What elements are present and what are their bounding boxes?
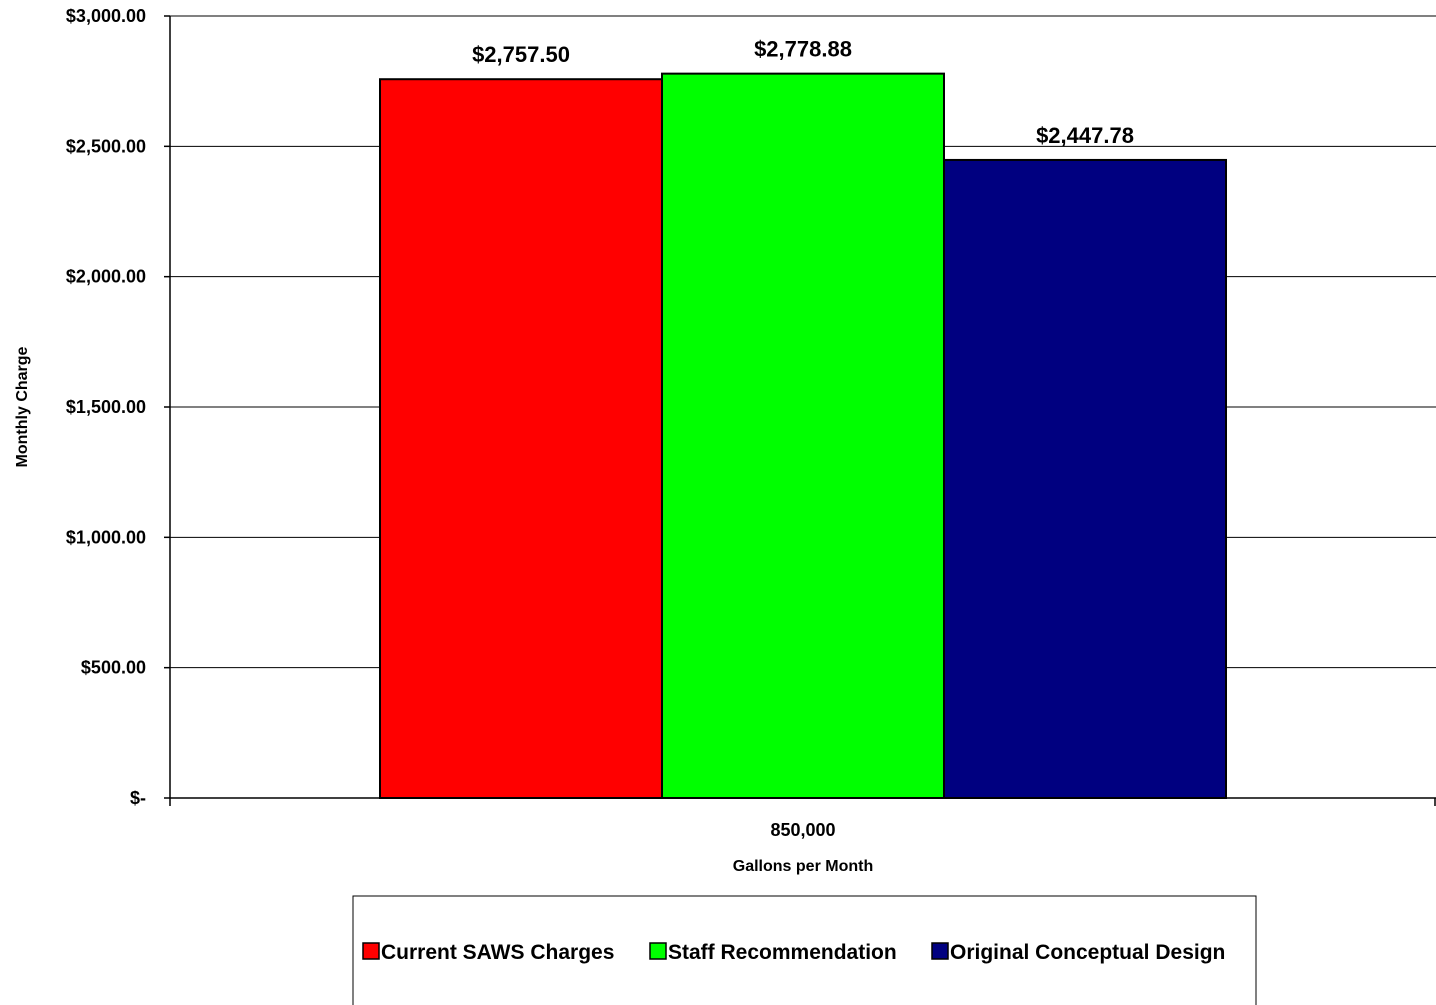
- legend-label: Original Conceptual Design: [950, 941, 1225, 964]
- legend-label: Current SAWS Charges: [381, 941, 614, 964]
- bars: [379, 72, 1227, 799]
- data-label: $2,757.50: [472, 42, 570, 67]
- y-axis-title: Monthly Charge: [14, 346, 31, 467]
- bar-original-conceptual-design: [943, 158, 1227, 799]
- legend: Current SAWS Charges Staff Recommendation…: [352, 895, 1257, 1005]
- bar-staff-recommendation: [661, 72, 945, 799]
- legend-swatch: [649, 942, 667, 960]
- y-tick-label: $1,000.00: [66, 527, 146, 547]
- legend-label: Staff Recommendation: [668, 941, 897, 964]
- bar-current-saws-charges: [379, 78, 663, 799]
- legend-box: [352, 895, 1257, 1005]
- legend-swatch: [931, 942, 949, 960]
- legend-swatch: [362, 942, 380, 960]
- legend-item: Original Conceptual Design: [931, 941, 1225, 964]
- y-tick-label: $1,500.00: [66, 397, 146, 417]
- x-axis-title: Gallons per Month: [733, 858, 873, 875]
- y-axis-ticks: $- $500.00 $1,000.00 $1,500.00 $2,000.00 $2,5…: [66, 6, 1436, 808]
- data-labels: $2,757.50 $2,778.88 $2,447.78: [472, 37, 1134, 148]
- y-tick-label: $3,000.00: [66, 6, 146, 26]
- y-tick-label: $2,000.00: [66, 267, 146, 287]
- data-label: $2,447.78: [1036, 123, 1134, 148]
- legend-item: Staff Recommendation: [649, 941, 897, 964]
- x-tick-label: 850,000: [770, 820, 835, 840]
- legend-item: Current SAWS Charges: [362, 941, 614, 964]
- data-label: $2,778.88: [754, 37, 852, 62]
- y-tick-label: $500.00: [81, 658, 146, 678]
- y-tick-label: $-: [130, 788, 146, 808]
- y-tick-label: $2,500.00: [66, 136, 146, 156]
